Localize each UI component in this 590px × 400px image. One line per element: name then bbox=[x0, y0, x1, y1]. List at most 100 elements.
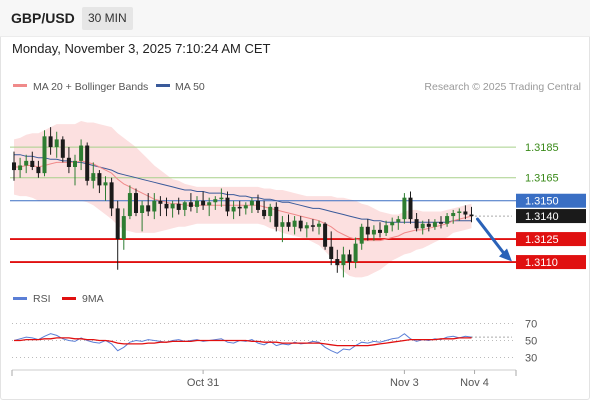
rsi-panel: 70 50 30 bbox=[12, 319, 537, 365]
candle-body bbox=[48, 136, 53, 148]
candle bbox=[243, 202, 248, 215]
candle bbox=[249, 197, 254, 213]
candle bbox=[420, 220, 425, 235]
candle bbox=[73, 154, 77, 186]
candle-body bbox=[262, 209, 267, 217]
candle bbox=[18, 157, 23, 178]
candle bbox=[323, 222, 328, 250]
candle bbox=[213, 196, 218, 210]
candle bbox=[237, 200, 242, 217]
candle bbox=[134, 188, 138, 217]
candle bbox=[30, 151, 35, 171]
moving-averages bbox=[14, 154, 472, 242]
candle bbox=[85, 142, 90, 186]
candle bbox=[182, 200, 187, 217]
level-tag-1.3110 bbox=[516, 255, 586, 270]
currency-pair-title: GBP/USD bbox=[11, 10, 75, 26]
candle-body bbox=[127, 193, 132, 217]
candle-body bbox=[24, 160, 29, 166]
copyright-notice: Research © 2025 Trading Central bbox=[424, 81, 581, 93]
candle-body bbox=[298, 220, 303, 229]
candle bbox=[347, 249, 352, 270]
timeframe-button[interactable]: 30 MIN bbox=[82, 7, 133, 30]
rsi-tick-30: 30 bbox=[525, 353, 537, 365]
candle bbox=[140, 200, 145, 232]
candle-body bbox=[329, 246, 334, 259]
candle-body bbox=[439, 222, 443, 224]
candle bbox=[188, 193, 193, 212]
candle-body bbox=[195, 200, 199, 207]
candle bbox=[432, 219, 437, 230]
time-tick-label: Oct 31 bbox=[187, 377, 219, 389]
candle-body bbox=[115, 208, 120, 240]
candle bbox=[146, 193, 151, 217]
candle bbox=[426, 219, 431, 232]
candle bbox=[66, 147, 71, 174]
candle-body bbox=[243, 205, 248, 209]
candle-body bbox=[36, 167, 41, 174]
level-label-1.3125: 1.3125 bbox=[525, 234, 559, 246]
candle bbox=[36, 160, 41, 178]
candle-body bbox=[109, 182, 114, 209]
ma50-legend-label: MA 50 bbox=[175, 81, 205, 93]
level-tag-1.3140 bbox=[516, 209, 586, 224]
candle-body bbox=[420, 223, 425, 229]
candle-body bbox=[347, 254, 352, 263]
candle-body bbox=[121, 216, 126, 240]
candle-body bbox=[426, 223, 431, 227]
candle-body bbox=[304, 225, 309, 229]
candle-body bbox=[18, 165, 23, 171]
candle-body bbox=[12, 162, 16, 171]
candlesticks bbox=[12, 127, 474, 278]
candle bbox=[329, 231, 334, 266]
candle bbox=[335, 249, 340, 273]
candle-body bbox=[91, 173, 96, 181]
candle bbox=[152, 193, 157, 220]
candle bbox=[12, 151, 16, 181]
candle-body bbox=[85, 145, 90, 181]
candle-body bbox=[359, 226, 364, 244]
candle-body bbox=[384, 225, 389, 233]
ma50-line bbox=[14, 154, 472, 223]
candle-body bbox=[469, 214, 474, 217]
candle-body bbox=[274, 206, 279, 227]
candle bbox=[91, 162, 96, 189]
candle bbox=[439, 216, 443, 229]
candle bbox=[378, 222, 382, 238]
candle bbox=[371, 225, 376, 241]
candle-body bbox=[408, 197, 413, 220]
rsi-legend-label: RSI bbox=[33, 293, 51, 305]
candle bbox=[262, 200, 267, 220]
level-label-1.3150: 1.3150 bbox=[525, 196, 559, 208]
candle bbox=[195, 196, 199, 213]
candle-body bbox=[335, 259, 340, 266]
candle-body bbox=[30, 160, 35, 167]
candle-body bbox=[66, 157, 71, 167]
forecast-arrow-head bbox=[499, 248, 512, 262]
candle bbox=[103, 176, 108, 201]
candle-body bbox=[445, 216, 450, 224]
candle-body bbox=[371, 229, 376, 235]
candle-body bbox=[390, 222, 395, 226]
candle bbox=[408, 191, 413, 224]
candle-body bbox=[256, 200, 260, 210]
candle bbox=[304, 222, 309, 238]
candle-body bbox=[463, 211, 468, 215]
candle bbox=[225, 191, 230, 217]
candle bbox=[353, 237, 358, 269]
rsi-ma-line bbox=[14, 337, 472, 347]
candle-body bbox=[103, 182, 108, 186]
candle-body bbox=[353, 243, 358, 263]
candle bbox=[298, 216, 303, 232]
candle-body bbox=[341, 254, 346, 266]
candle-body bbox=[152, 200, 157, 212]
candle bbox=[115, 200, 120, 270]
candle bbox=[469, 206, 474, 223]
candle-body bbox=[310, 225, 315, 227]
rsi-tick-70: 70 bbox=[525, 319, 537, 331]
candle-body bbox=[60, 139, 65, 158]
candle bbox=[463, 205, 468, 220]
candle bbox=[54, 131, 59, 158]
candle bbox=[24, 154, 29, 174]
candle bbox=[445, 213, 450, 227]
